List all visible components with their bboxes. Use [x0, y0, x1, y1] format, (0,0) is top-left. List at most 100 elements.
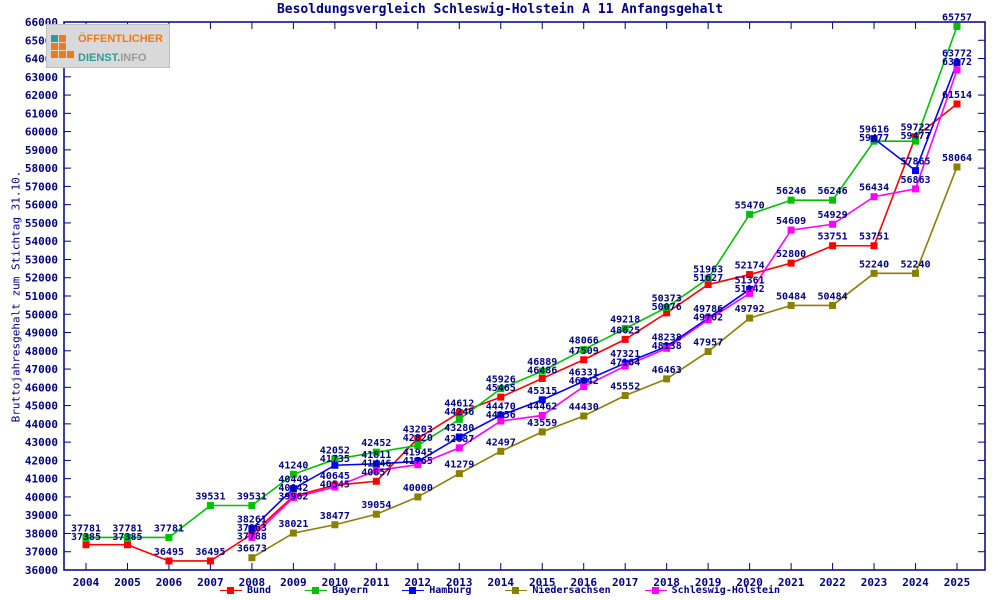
data-label-schleswig-holstein: 63372: [942, 57, 972, 68]
data-label-bayern: 59477: [859, 133, 889, 144]
y-tick-label: 52000: [25, 272, 58, 285]
data-label-bayern: 46889: [527, 357, 557, 368]
data-label-hamburg: 44470: [486, 401, 516, 412]
data-label-hamburg: 49786: [693, 304, 723, 315]
y-tick-label: 43000: [25, 436, 58, 449]
data-point-bayern: [123, 533, 131, 541]
y-tick-label: 54000: [25, 235, 58, 248]
data-point-bund: [787, 259, 795, 267]
data-label-hamburg: 41735: [320, 454, 350, 465]
data-point-schleswig-holstein: [829, 220, 837, 228]
data-label-hamburg: 41945: [403, 447, 433, 458]
data-point-bayern: [621, 325, 629, 333]
data-label-schleswig-holstein: 51142: [735, 284, 765, 295]
data-point-schleswig-holstein: [953, 66, 961, 74]
data-label-hamburg: 43280: [444, 423, 474, 434]
data-label-hamburg: 57865: [900, 157, 930, 168]
x-tick-label: 2022: [819, 576, 846, 589]
oeffentlicher-dienst-logo[interactable]: ÖFFENTLICHER DIENST.INFO: [46, 24, 170, 68]
x-tick-label: 2020: [736, 576, 763, 589]
data-point-niedersachsen: [455, 470, 463, 478]
y-tick-label: 51000: [25, 290, 58, 303]
data-point-bayern: [580, 346, 588, 354]
logo-text-line2: DIENST.INFO: [78, 52, 147, 64]
data-label-bayern: 51963: [693, 264, 723, 275]
data-point-bund: [538, 374, 546, 382]
data-label-bund: 44612: [444, 399, 474, 410]
data-label-bund: 53751: [859, 232, 889, 243]
data-label-schleswig-holstein: 41765: [403, 456, 433, 467]
data-label-niedersachsen: 46463: [652, 365, 682, 376]
data-label-bayern: 56246: [776, 186, 806, 197]
data-label-niedersachsen: 45552: [610, 382, 640, 393]
data-label-hamburg: 41811: [361, 450, 391, 461]
data-point-hamburg: [953, 59, 961, 67]
data-point-niedersachsen: [289, 529, 297, 537]
data-label-bayern: 41240: [278, 460, 308, 471]
data-label-bund: 50076: [652, 302, 682, 313]
data-label-bayern: 37781: [71, 523, 101, 534]
data-label-hamburg: 48238: [652, 332, 682, 343]
data-point-bayern: [82, 533, 90, 541]
x-tick-label: 2010: [322, 576, 349, 589]
data-label-bund: 52174: [735, 261, 765, 272]
legend-label-hamburg: Hamburg: [429, 585, 472, 596]
data-label-bayern: 59477: [900, 131, 930, 142]
data-label-schleswig-holstein: 56863: [900, 175, 930, 186]
data-label-bund: 53751: [818, 232, 848, 243]
data-point-hamburg: [248, 525, 256, 533]
data-label-bayern: 42052: [320, 445, 350, 456]
logo-squares-icon: [51, 34, 74, 58]
data-point-bayern: [663, 303, 671, 311]
data-label-niedersachsen: 50484: [776, 291, 806, 302]
legend-label-niedersachsen: Niedersachsen: [532, 585, 611, 596]
y-tick-label: 41000: [25, 473, 58, 486]
data-point-bund: [82, 541, 90, 549]
data-point-niedersachsen: [497, 447, 505, 455]
data-point-schleswig-holstein: [787, 226, 795, 234]
y-tick-label: 58000: [25, 162, 58, 175]
data-label-niedersachsen: 58064: [942, 153, 972, 164]
data-label-bund: 46486: [527, 366, 557, 377]
legend-item-schleswig-holstein: Schleswig-Holstein: [644, 585, 780, 596]
data-label-bund: 43203: [403, 424, 433, 435]
data-label-bayern: 49218: [610, 315, 640, 326]
data-point-niedersachsen: [953, 163, 961, 171]
x-tick-label: 2012: [405, 576, 432, 589]
data-label-niedersachsen: 44430: [569, 402, 599, 413]
data-label-niedersachsen: 49792: [735, 304, 765, 315]
data-point-bund: [746, 271, 754, 279]
data-label-schleswig-holstein: 48138: [652, 341, 682, 352]
data-point-niedersachsen: [248, 554, 256, 562]
data-point-bund: [829, 242, 837, 250]
data-point-schleswig-holstein: [580, 383, 588, 391]
y-tick-label: 39000: [25, 509, 58, 522]
data-label-bayern: 65757: [942, 12, 972, 23]
data-point-schleswig-holstein: [289, 494, 297, 502]
data-point-niedersachsen: [829, 301, 837, 309]
data-point-bund: [580, 356, 588, 364]
data-label-hamburg: 46331: [569, 367, 599, 378]
data-label-niedersachsen: 36673: [237, 544, 267, 555]
data-label-schleswig-holstein: 39962: [278, 492, 308, 503]
legend-marker-niedersachsen: [505, 586, 528, 595]
y-tick-label: 50000: [25, 308, 58, 321]
y-tick-label: 45000: [25, 400, 58, 413]
data-label-bund: 37385: [112, 532, 142, 543]
data-label-schleswig-holstein: 41446: [361, 458, 391, 469]
data-point-niedersachsen: [331, 521, 339, 529]
y-tick-label: 59000: [25, 144, 58, 157]
legend-item-bayern: Bayern: [305, 585, 368, 596]
data-point-bayern: [538, 367, 546, 375]
legend-label-bayern: Bayern: [332, 585, 369, 596]
legend-label-bund: Bund: [246, 585, 272, 596]
x-tick-label: 2005: [114, 576, 141, 589]
data-label-bund: 40645: [320, 471, 350, 482]
data-point-niedersachsen: [663, 375, 671, 383]
data-label-bayern: 39531: [237, 492, 267, 503]
y-axis-label: Bruttojahresgehalt zum Stichtag 31.10.: [9, 170, 23, 423]
data-label-schleswig-holstein: 56434: [859, 183, 889, 194]
data-point-schleswig-holstein: [414, 461, 422, 469]
data-point-bund: [455, 409, 463, 417]
